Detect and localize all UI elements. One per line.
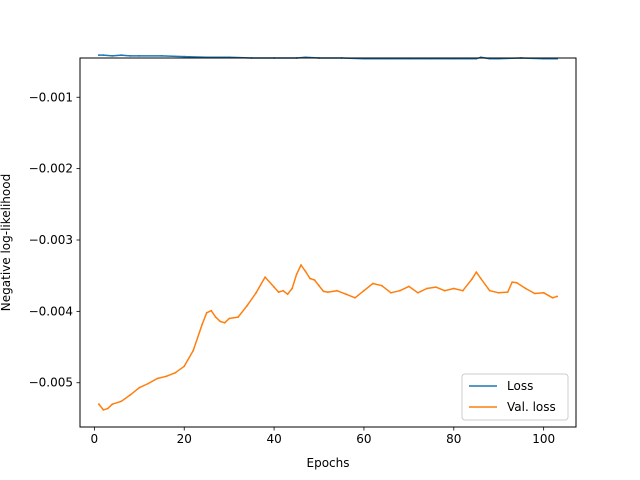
data-point-val-loss bbox=[511, 281, 514, 283]
data-point-val-loss bbox=[277, 291, 280, 293]
data-point-val-loss bbox=[533, 292, 536, 295]
data-point-val-loss bbox=[318, 284, 320, 287]
data-point-val-loss bbox=[506, 291, 509, 293]
legend-label-val-loss: Val. loss bbox=[507, 400, 556, 414]
data-point-val-loss bbox=[183, 365, 186, 368]
x-tick-label: 40 bbox=[266, 432, 281, 446]
y-tick-label: −0.004 bbox=[29, 304, 73, 318]
data-point-val-loss bbox=[264, 276, 266, 278]
data-point-val-loss bbox=[138, 386, 141, 389]
data-point-loss bbox=[98, 54, 100, 56]
legend: Loss Val. loss bbox=[461, 373, 569, 421]
data-point-val-loss bbox=[205, 311, 208, 314]
data-point-val-loss bbox=[102, 409, 105, 411]
x-tick-label: 100 bbox=[532, 432, 555, 446]
data-point-val-loss bbox=[98, 403, 100, 406]
data-point-val-loss bbox=[214, 316, 217, 318]
data-point-val-loss bbox=[542, 291, 545, 294]
data-point-val-loss bbox=[282, 289, 284, 292]
data-point-val-loss bbox=[363, 289, 365, 292]
data-point-val-loss bbox=[165, 375, 168, 378]
data-point-val-loss bbox=[228, 317, 231, 320]
data-point-loss bbox=[138, 55, 141, 57]
data-point-loss bbox=[129, 55, 132, 57]
data-point-val-loss bbox=[147, 382, 150, 385]
data-point-val-loss bbox=[390, 291, 392, 294]
data-point-val-loss bbox=[336, 289, 338, 292]
y-axis-ticks: −0.005 −0.004 −0.003 −0.002 −0.001 bbox=[29, 90, 80, 390]
y-tick-label: −0.005 bbox=[29, 376, 73, 390]
series-layer bbox=[97, 54, 559, 411]
x-tick-label: 60 bbox=[356, 432, 371, 446]
data-point-val-loss bbox=[309, 277, 311, 280]
data-point-val-loss bbox=[515, 281, 518, 284]
data-point-val-loss bbox=[300, 264, 302, 266]
data-point-val-loss bbox=[381, 284, 383, 287]
y-axis-label: Negative log-likelihood bbox=[0, 174, 13, 311]
data-point-val-loss bbox=[201, 323, 204, 326]
data-point-val-loss bbox=[425, 287, 428, 290]
y-tick-label: −0.003 bbox=[29, 233, 73, 247]
data-point-val-loss bbox=[286, 293, 289, 296]
series-points-val-loss bbox=[98, 264, 558, 411]
x-tick-label: 80 bbox=[446, 432, 461, 446]
data-point-val-loss bbox=[255, 291, 257, 294]
data-point-val-loss bbox=[273, 286, 275, 288]
data-point-val-loss bbox=[129, 394, 132, 396]
data-point-loss bbox=[183, 55, 186, 58]
y-tick-label: −0.002 bbox=[29, 162, 73, 176]
data-point-val-loss bbox=[304, 270, 307, 273]
data-point-val-loss bbox=[327, 291, 329, 293]
data-point-val-loss bbox=[470, 278, 473, 281]
data-point-val-loss bbox=[291, 287, 293, 290]
x-axis-ticks: 0 20 40 60 80 100 bbox=[91, 427, 555, 446]
x-tick-label: 0 bbox=[91, 432, 99, 446]
data-point-val-loss bbox=[174, 371, 177, 374]
data-point-val-loss bbox=[295, 273, 298, 276]
data-point-val-loss bbox=[434, 286, 437, 288]
data-point-val-loss bbox=[497, 291, 500, 294]
data-point-val-loss bbox=[246, 304, 249, 307]
data-point-val-loss bbox=[372, 282, 374, 285]
data-point-val-loss bbox=[223, 321, 226, 324]
data-point-loss bbox=[160, 55, 163, 57]
data-point-val-loss bbox=[417, 291, 419, 294]
plot-area-border bbox=[79, 57, 577, 428]
x-axis-label: Epochs bbox=[307, 456, 350, 470]
data-point-val-loss bbox=[354, 296, 356, 299]
data-point-val-loss bbox=[120, 400, 123, 403]
data-point-val-loss bbox=[111, 403, 114, 406]
data-point-val-loss bbox=[479, 277, 482, 280]
data-point-val-loss bbox=[452, 287, 455, 290]
x-tick-label: 20 bbox=[177, 432, 192, 446]
data-point-val-loss bbox=[345, 293, 347, 296]
data-point-val-loss bbox=[313, 279, 316, 281]
data-point-val-loss bbox=[475, 271, 478, 273]
axes-frame bbox=[79, 57, 577, 428]
data-point-val-loss bbox=[237, 316, 240, 318]
data-point-val-loss bbox=[524, 287, 527, 290]
data-point-loss bbox=[111, 55, 114, 57]
series-points-loss bbox=[98, 54, 558, 60]
data-point-val-loss bbox=[210, 309, 213, 312]
data-point-val-loss bbox=[192, 349, 195, 352]
data-point-val-loss bbox=[443, 289, 446, 292]
y-tick-label: −0.001 bbox=[29, 90, 73, 104]
data-point-loss bbox=[102, 54, 105, 56]
data-point-val-loss bbox=[156, 377, 159, 380]
legend-label-loss: Loss bbox=[507, 379, 533, 393]
data-point-val-loss bbox=[556, 295, 558, 298]
data-point-val-loss bbox=[551, 296, 554, 299]
data-point-val-loss bbox=[107, 407, 109, 410]
data-point-val-loss bbox=[219, 320, 222, 323]
data-point-val-loss bbox=[488, 289, 491, 292]
data-point-val-loss bbox=[399, 289, 401, 292]
data-point-loss bbox=[120, 54, 123, 56]
data-point-val-loss bbox=[322, 290, 325, 293]
data-point-val-loss bbox=[408, 285, 410, 288]
data-point-val-loss bbox=[461, 289, 464, 292]
